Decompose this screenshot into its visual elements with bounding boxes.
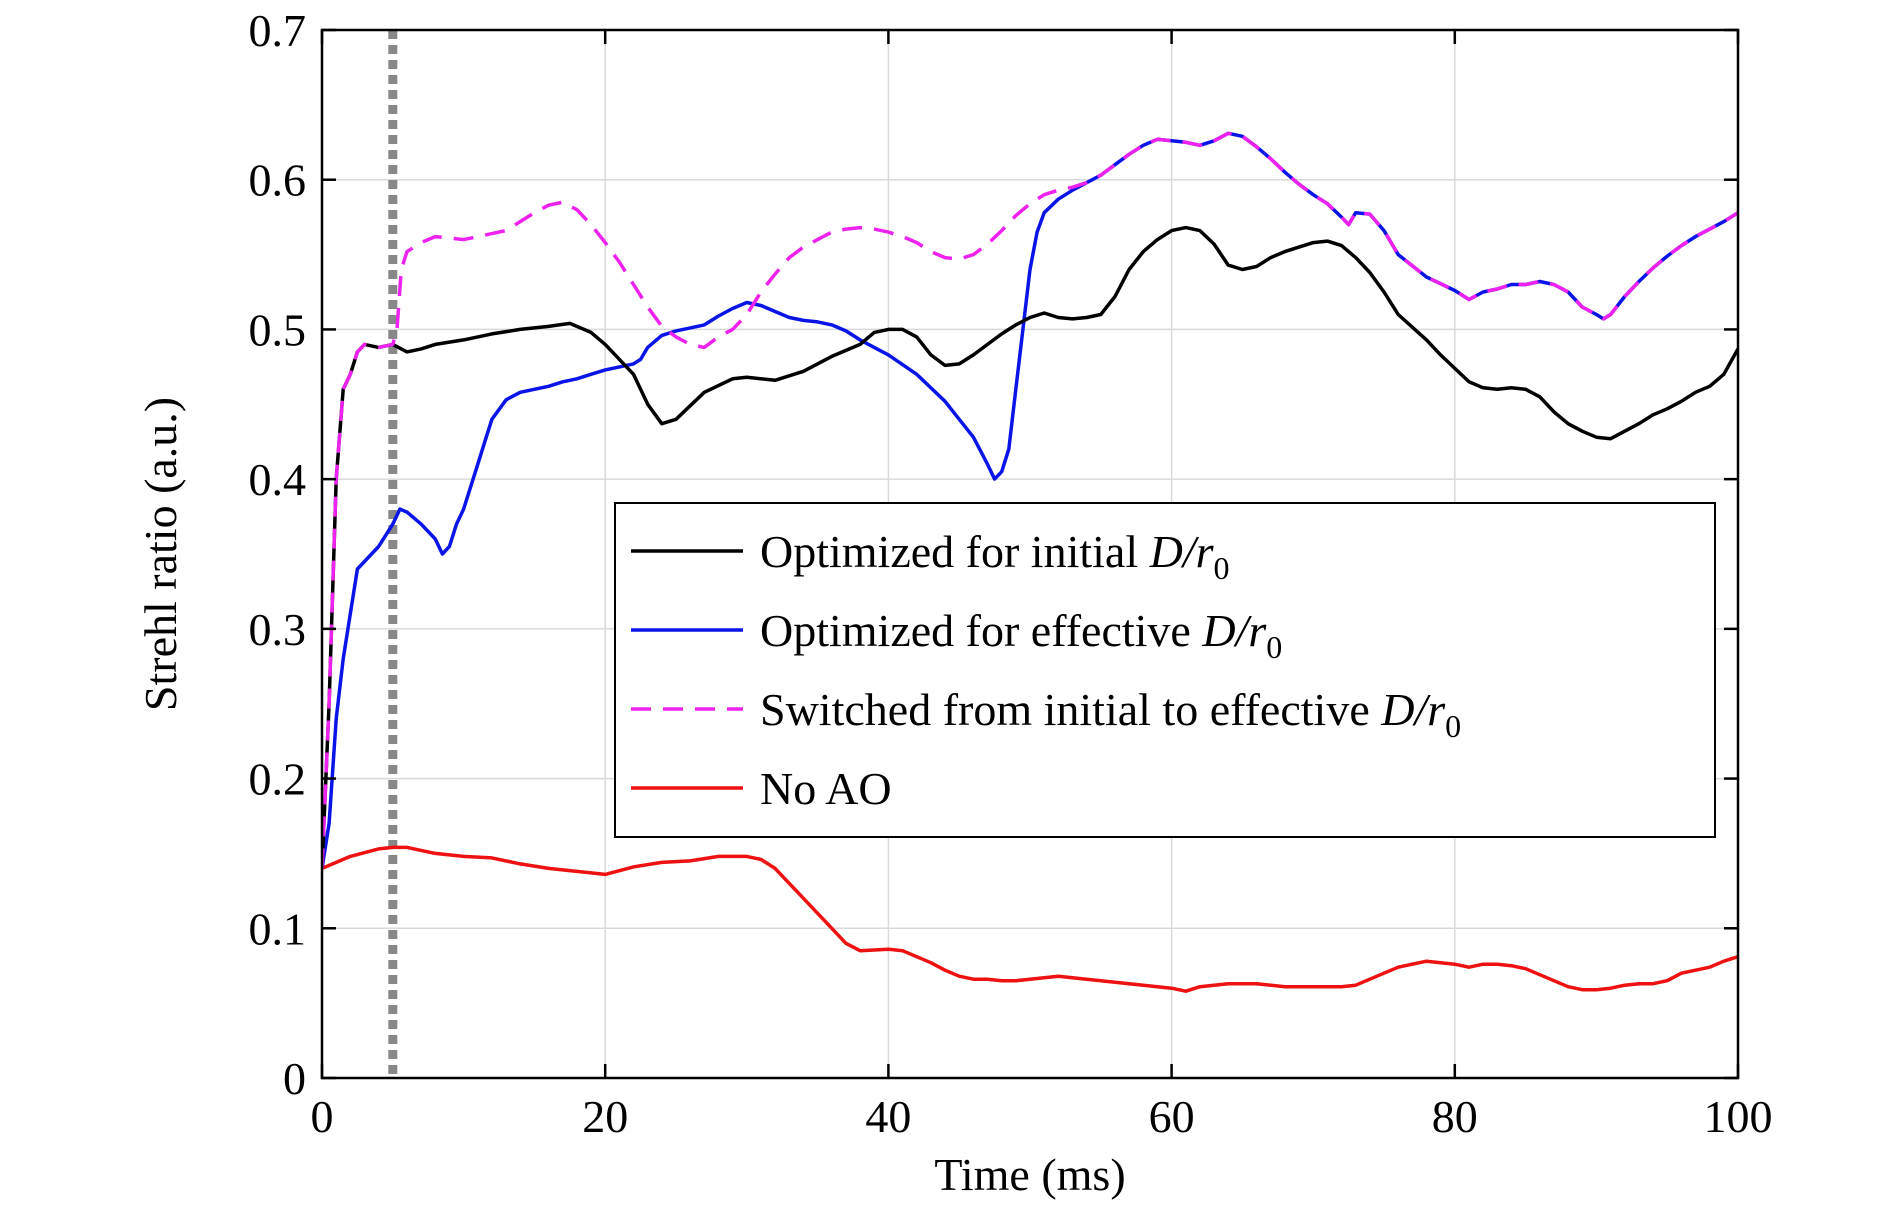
x-tick-label: 60 [1149,1091,1195,1142]
y-axis-title: Strehl ratio (a.u.) [135,397,186,711]
x-tick-labels: 0 20 40 60 80 100 [311,1091,1773,1142]
y-tick-labels: 0 0.1 0.2 0.3 0.4 0.5 0.6 0.7 [249,5,307,1104]
legend-label-subscript: 0 [1214,550,1230,586]
series-line-0 [322,225,1738,869]
plot-frame [320,28,1740,1080]
y-tick-label: 0.4 [249,454,307,505]
x-axis-title: Time (ms) [934,1149,1125,1200]
y-tick-label: 0.5 [249,304,307,355]
legend-label-text: Optimized for effective [760,605,1202,656]
y-tick-label: 0.7 [249,5,307,56]
legend-label-math: D/r [1149,526,1215,577]
legend-label-0: Optimized for initial D/r0 [760,526,1230,586]
legend-label-text: Switched from initial to effective [760,684,1381,735]
series-line-2 [322,131,1738,869]
x-tick-label: 20 [582,1091,628,1142]
y-tick-label: 0.6 [249,155,307,206]
legend-box [614,502,1716,838]
legend-label-subscript: 0 [1445,708,1461,744]
legend-label-subscript: 0 [1266,629,1282,665]
axis-ticks [320,28,1740,1080]
legend-label-math: D/r [1201,605,1267,656]
legend-label-2: Switched from initial to effective D/r0 [760,684,1461,744]
legend-label-math: D/r [1380,684,1446,735]
y-tick-label: 0.3 [249,604,307,655]
legend-label-text: Optimized for initial [760,526,1150,577]
x-tick-label: 80 [1432,1091,1478,1142]
series-line-3 [322,845,1738,993]
x-tick-label: 100 [1704,1091,1773,1142]
x-tick-label: 0 [311,1091,334,1142]
series-layer [322,131,1738,993]
legend-label-1: Optimized for effective D/r0 [760,605,1282,665]
legend-label-text: No AO [760,763,892,814]
y-tick-label: 0.2 [249,754,307,805]
legend-label-3: No AO [760,763,892,814]
x-tick-label: 40 [865,1091,911,1142]
y-tick-label: 0 [283,1053,306,1104]
y-tick-label: 0.1 [249,903,307,954]
